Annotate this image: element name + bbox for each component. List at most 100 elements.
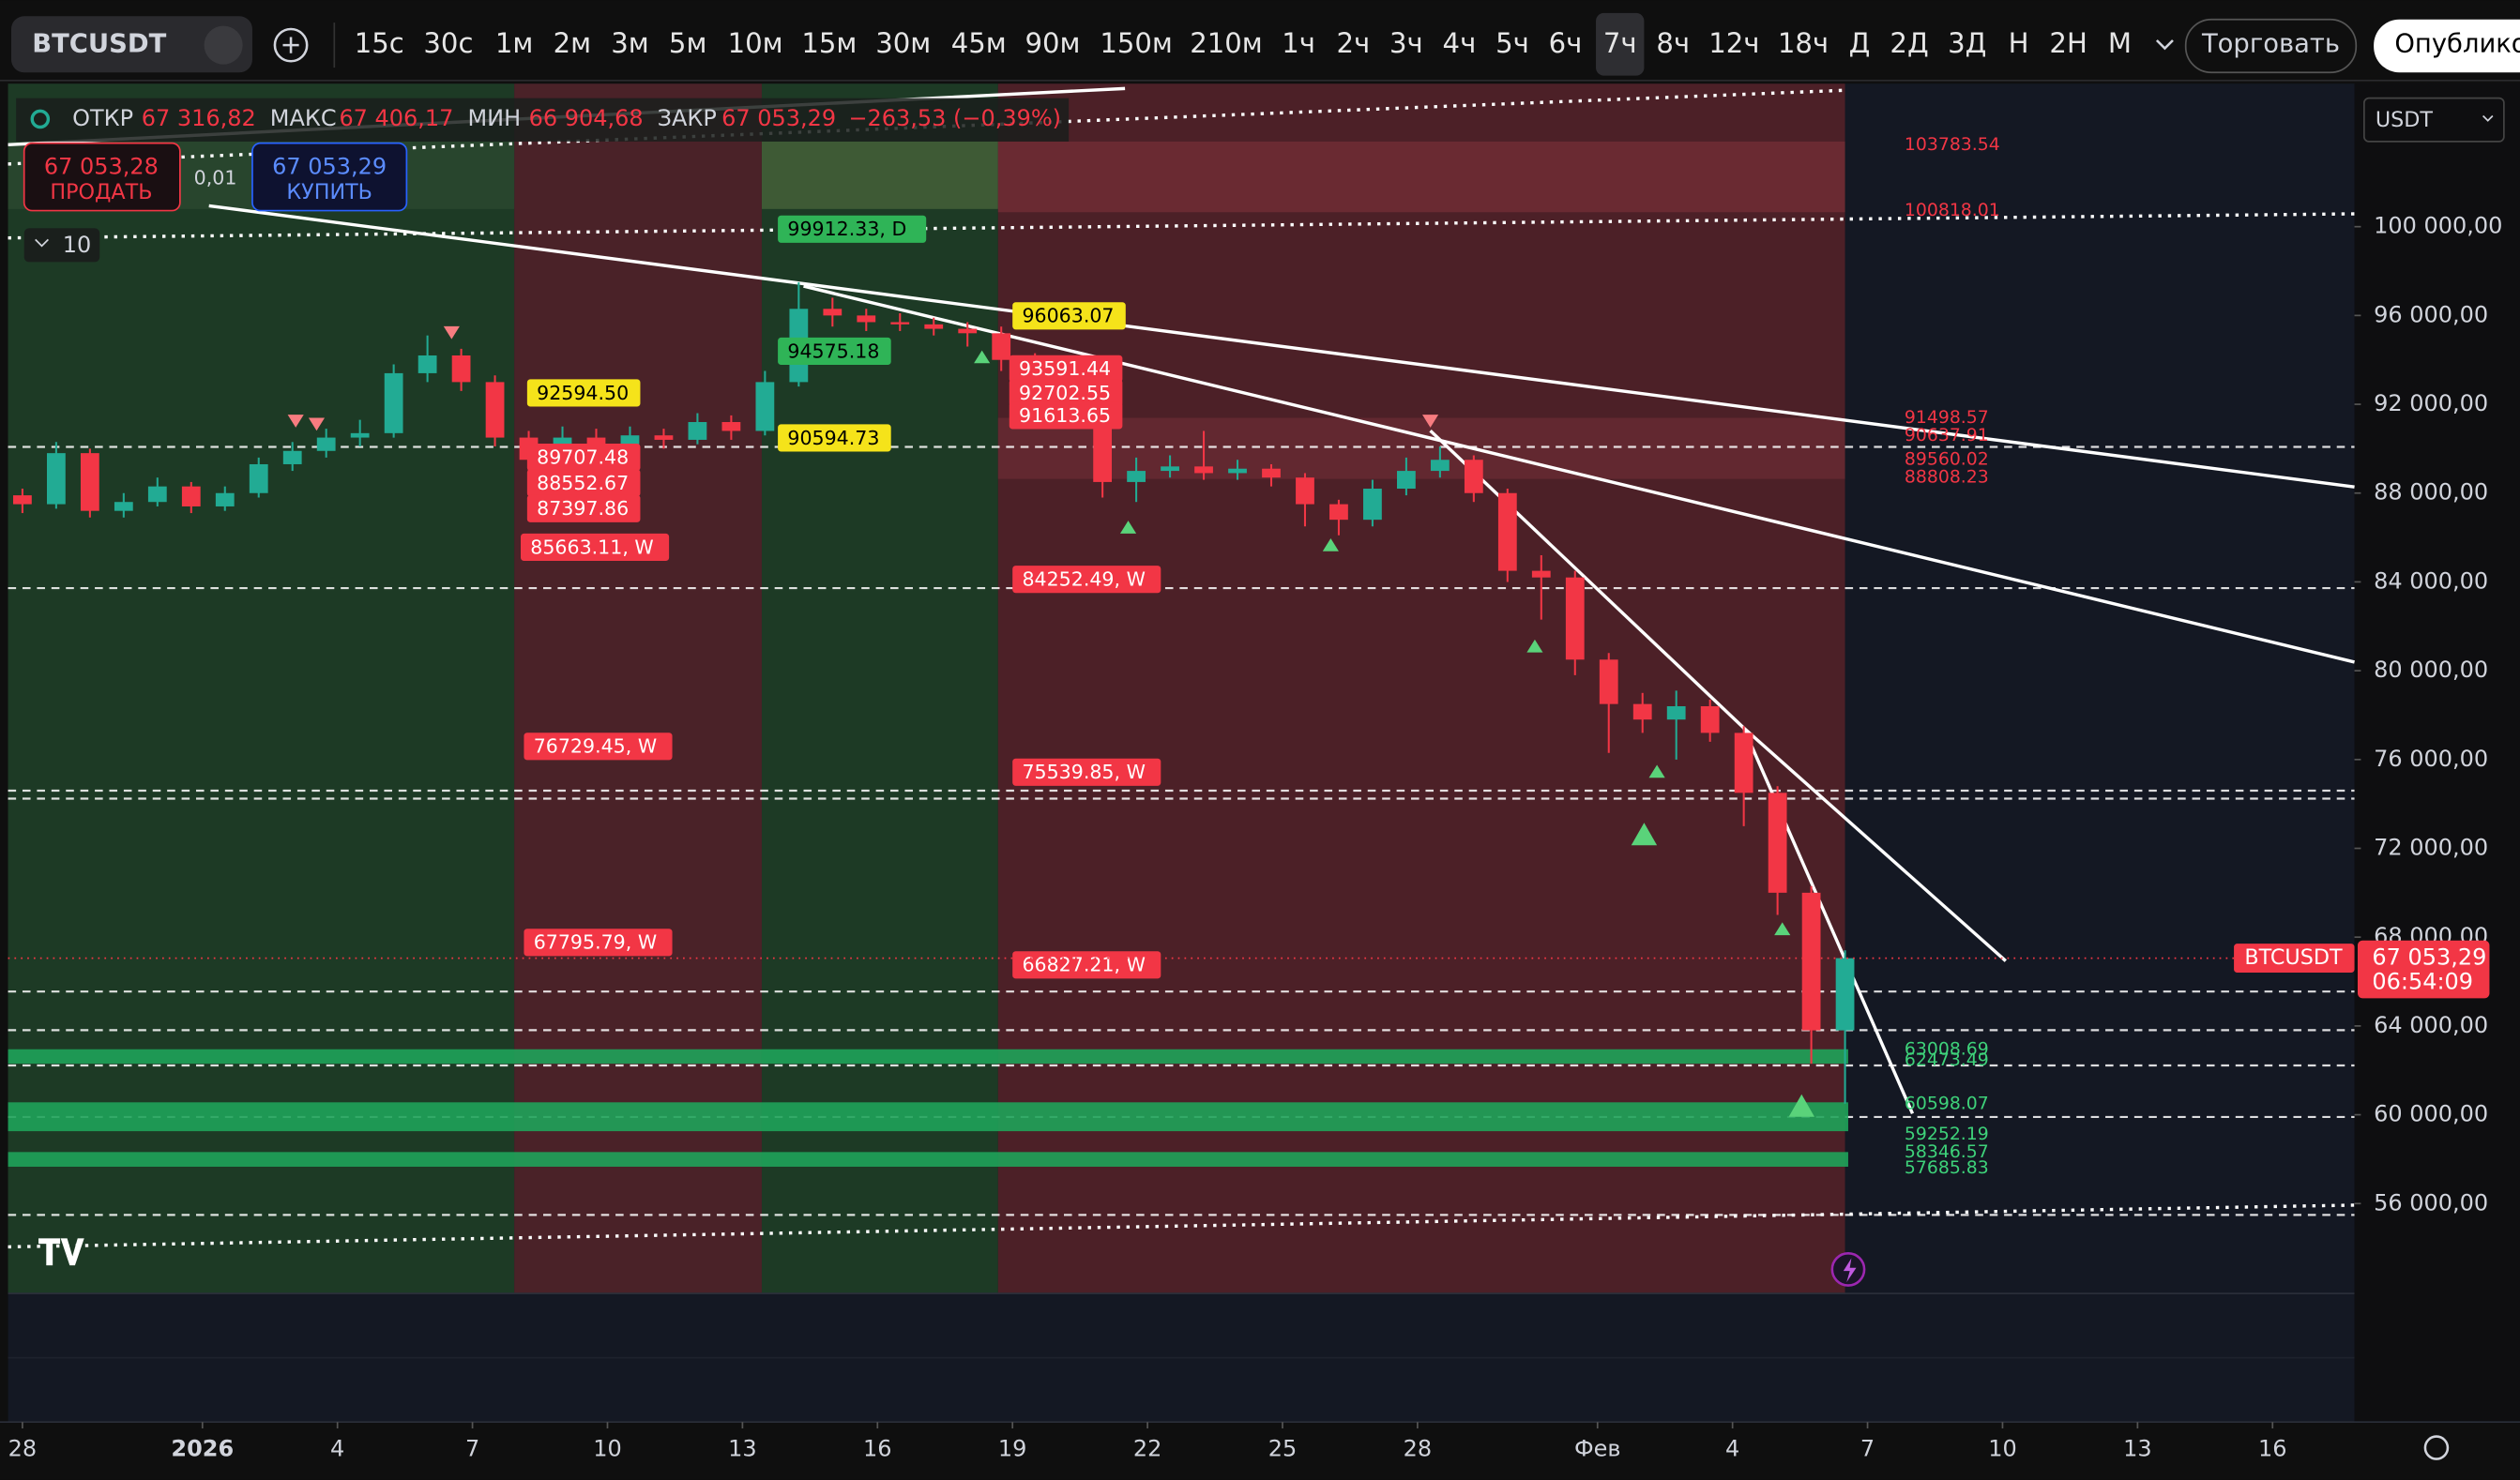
annotation: 84252.49, W xyxy=(1022,568,1145,591)
annotation: 87397.86 xyxy=(537,497,629,520)
interval[interactable]: 2ч xyxy=(1336,27,1370,59)
logo[interactable]: 𝐓𝐕 xyxy=(38,1232,84,1274)
x-tick-label: 13 xyxy=(2123,1435,2152,1461)
candle-body xyxy=(1194,466,1213,474)
currency[interactable]: USDT xyxy=(2376,108,2434,132)
interval[interactable]: 3м xyxy=(611,27,648,59)
symbol-box[interactable] xyxy=(10,16,252,73)
legend-label: МАКС xyxy=(270,105,337,131)
x-tick-label: 19 xyxy=(998,1435,1027,1461)
interval[interactable]: 4ч xyxy=(1443,27,1477,59)
annotation: 88808.23 xyxy=(1905,467,1989,487)
annotation: 90594.73 xyxy=(787,427,879,449)
trade-button[interactable] xyxy=(2184,18,2358,74)
sell-label[interactable]: ПРОДАТЬ xyxy=(50,180,152,204)
buy-button[interactable] xyxy=(251,142,408,212)
interval[interactable]: 1м xyxy=(495,27,533,59)
trade-label[interactable]: Торговать xyxy=(2201,30,2340,59)
interval[interactable]: 210м xyxy=(1190,27,1263,59)
interval[interactable]: 3ч xyxy=(1389,27,1423,59)
interval[interactable]: 2м xyxy=(554,27,591,59)
trend-line xyxy=(1742,726,2007,962)
candle-body xyxy=(316,437,336,451)
interval[interactable]: 3Д xyxy=(1948,27,1986,59)
quantity[interactable]: 0,01 xyxy=(194,166,237,189)
x-tick-label: 13 xyxy=(728,1435,757,1461)
candle-body xyxy=(721,421,741,431)
chevron[interactable] xyxy=(2155,39,2174,51)
x-tick-label: 4 xyxy=(1725,1435,1739,1461)
plus-icon xyxy=(282,37,299,53)
indicator-count[interactable]: 10 xyxy=(63,232,92,258)
publish-label[interactable]: Опублико xyxy=(2394,30,2520,59)
interval[interactable]: 30с xyxy=(423,27,473,59)
x-tick-label: 16 xyxy=(863,1435,892,1461)
candle-body xyxy=(1430,460,1450,472)
interval[interactable]: 6ч xyxy=(1549,27,1583,59)
legend-label: ОТКР xyxy=(72,105,133,131)
interval[interactable]: 15с xyxy=(355,27,404,59)
interval[interactable]: 2Н xyxy=(2049,27,2087,59)
interval[interactable]: 7ч xyxy=(1603,27,1637,59)
annotation: 88552.67 xyxy=(537,472,629,494)
collapse-box[interactable] xyxy=(23,228,100,263)
candle-body xyxy=(1599,659,1618,704)
annotation: 62473.49 xyxy=(1905,1050,1989,1070)
interval[interactable]: 2Д xyxy=(1890,27,1928,59)
trend-line xyxy=(1742,727,1915,1114)
buy-label[interactable]: КУПИТЬ xyxy=(286,180,372,204)
y-tick-label: 80 000,00 xyxy=(2374,657,2488,683)
annotation-box xyxy=(521,533,670,561)
interval[interactable]: 10м xyxy=(728,27,783,59)
interval[interactable]: 18ч xyxy=(1778,27,1829,59)
annotation: 57685.83 xyxy=(1905,1158,1989,1178)
y-tick-label: 56 000,00 xyxy=(2374,1189,2488,1216)
publish-button[interactable] xyxy=(2374,19,2520,73)
annotation: 67795.79, W xyxy=(534,931,657,954)
interval[interactable]: 15м xyxy=(801,27,857,59)
interval[interactable]: 45м xyxy=(951,27,1007,59)
annotation-box xyxy=(524,929,673,957)
x-tick-label: 28 xyxy=(8,1435,38,1461)
chevron[interactable] xyxy=(2482,114,2494,122)
chevron[interactable] xyxy=(35,238,49,248)
interval[interactable]: 8ч xyxy=(1656,27,1690,59)
candle-body xyxy=(350,432,370,438)
zone-band xyxy=(761,141,998,209)
interval[interactable]: 5ч xyxy=(1495,27,1529,59)
sell-price[interactable]: 67 053,28 xyxy=(44,153,159,179)
buy-price[interactable]: 67 053,29 xyxy=(272,153,387,179)
icon[interactable] xyxy=(204,25,243,65)
candle-body xyxy=(215,492,235,506)
annotation: 59252.19 xyxy=(1905,1125,1989,1144)
annotation: 85663.11, W xyxy=(530,536,653,558)
sell-button[interactable] xyxy=(23,142,181,212)
symbol[interactable]: BTCUSDT xyxy=(32,30,166,59)
interval[interactable]: Н xyxy=(2009,27,2029,59)
settings-icon[interactable] xyxy=(2423,1435,2450,1460)
interval[interactable]: 90м xyxy=(1025,27,1081,59)
price-tag xyxy=(2357,940,2490,999)
x-tick-label: 7 xyxy=(1860,1435,1875,1461)
trend-line xyxy=(803,284,2355,664)
candle-body xyxy=(857,315,876,323)
session xyxy=(514,83,762,1294)
add-button[interactable] xyxy=(273,27,309,63)
signals xyxy=(287,325,1439,431)
candle-body xyxy=(1363,489,1382,521)
annotation: 76729.45, W xyxy=(534,735,657,758)
annotation-box xyxy=(526,443,641,472)
interval[interactable]: М xyxy=(2108,27,2132,59)
legend-value: 67 053,29 xyxy=(721,105,836,131)
interval[interactable]: 5м xyxy=(669,27,706,59)
interval[interactable]: 150м xyxy=(1100,27,1173,59)
signal-down xyxy=(1422,415,1439,428)
y-tick-label: 72 000,00 xyxy=(2374,835,2488,861)
interval[interactable]: 12ч xyxy=(1708,27,1759,59)
interval[interactable]: 30м xyxy=(875,27,931,59)
session xyxy=(8,83,515,1294)
interval[interactable]: Д xyxy=(1849,27,1871,59)
interval[interactable]: 1ч xyxy=(1282,27,1315,59)
currency-select[interactable] xyxy=(2362,97,2505,143)
